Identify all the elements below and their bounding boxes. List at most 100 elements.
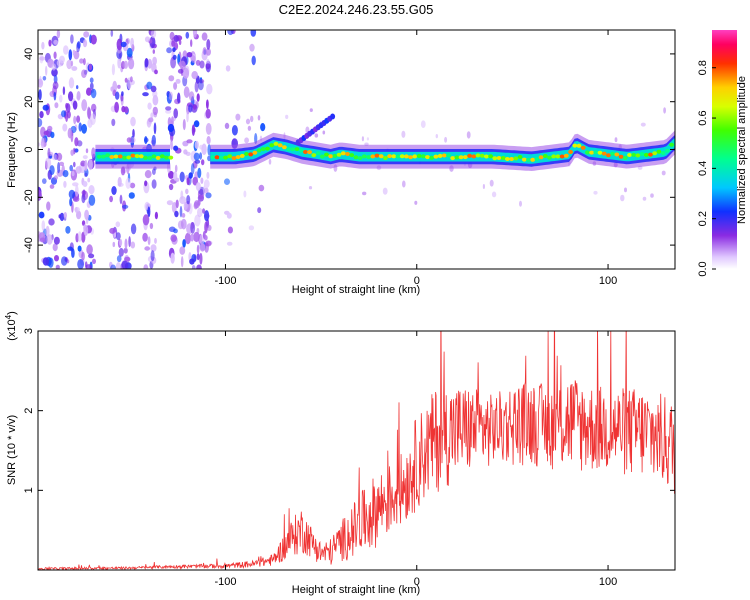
ridge-core: [101, 154, 106, 159]
noise-blob: [203, 179, 210, 189]
noise-blob: [175, 78, 181, 84]
ridge-core: [471, 154, 477, 159]
noise-blob: [166, 47, 173, 54]
noise-blob: [68, 77, 75, 89]
noise-blob: [193, 254, 197, 262]
noise-blob: [245, 118, 251, 125]
noise-blob: [251, 55, 256, 66]
noise-blob: [199, 79, 205, 84]
noise-blob: [38, 211, 45, 219]
noise-blob: [49, 184, 55, 189]
spectrogram-x-label: Height of straight line (km): [292, 284, 420, 296]
ridge-core: [505, 157, 510, 161]
ridge-core: [294, 147, 300, 152]
noise-blob: [201, 32, 208, 41]
noise-blob: [70, 34, 74, 44]
noise-blob: [322, 130, 326, 135]
noise-blob: [144, 170, 152, 179]
noise-blob: [121, 91, 124, 97]
noise-blob: [167, 123, 175, 133]
ridge-core: [159, 154, 165, 159]
noise-blob: [75, 184, 79, 197]
y-tick-label: 20: [23, 96, 35, 108]
ridge-core: [446, 153, 451, 158]
noise-blob: [179, 60, 186, 71]
noise-blob: [55, 264, 60, 269]
noise-blob: [51, 154, 58, 161]
noise-blob: [110, 86, 114, 92]
noise-blob: [186, 111, 189, 123]
noise-blob: [74, 137, 79, 147]
noise-blob: [51, 68, 58, 77]
snr-marks: [38, 331, 675, 570]
noise-blob: [61, 110, 66, 118]
noise-blob: [172, 54, 177, 60]
noise-blob: [39, 111, 44, 119]
noise-blob: [150, 30, 157, 39]
colorbar-tick-label: 0.0: [697, 261, 709, 276]
noise-blob: [150, 250, 155, 262]
noise-blob: [84, 172, 88, 177]
noise-blob: [128, 58, 135, 70]
noise-blob: [82, 189, 86, 198]
ridge-core: [105, 153, 110, 158]
noise-blob: [46, 234, 53, 245]
noise-blob: [72, 100, 78, 110]
x-tick-label: 100: [599, 275, 617, 287]
noise-blob: [180, 190, 184, 200]
noise-blob: [444, 136, 448, 143]
noise-blob: [154, 237, 157, 244]
noise-blob: [115, 232, 121, 241]
ridge-core: [244, 152, 249, 156]
noise-blob: [258, 184, 265, 192]
ridge-core: [143, 155, 148, 160]
ridge-core: [210, 155, 216, 160]
noise-blob: [192, 264, 196, 269]
ridge-core: [340, 151, 346, 156]
noise-blob: [174, 210, 179, 218]
colorbar-tick-label: 0.2: [697, 211, 709, 226]
colorbar-gradient: [712, 30, 737, 269]
ridge-core: [252, 150, 258, 155]
noise-blob: [74, 206, 78, 213]
noise-blob: [190, 233, 195, 242]
noise-blob: [250, 115, 254, 123]
noise-blob: [205, 192, 212, 199]
ridge-core: [290, 147, 296, 152]
ridge-core: [660, 151, 666, 155]
noise-blob: [83, 58, 86, 66]
noise-blob: [202, 47, 207, 56]
noise-blob: [65, 226, 71, 234]
noise-blob: [124, 238, 128, 250]
noise-blob: [73, 161, 76, 168]
noise-blob: [170, 139, 173, 150]
ridge-core: [492, 156, 498, 161]
ridge-core: [521, 157, 527, 162]
noise-blob: [366, 137, 369, 141]
noise-blob: [115, 262, 121, 269]
noise-blob: [257, 207, 262, 214]
noise-blob: [168, 183, 174, 191]
colorbar-label: Normalized spectral amplitude: [736, 76, 748, 224]
noise-blob: [54, 102, 59, 109]
noise-blob: [620, 194, 625, 202]
noise-blob: [53, 91, 57, 101]
noise-blob: [54, 255, 59, 262]
noise-blob: [121, 105, 126, 113]
noise-blob: [116, 255, 122, 263]
noise-blob: [231, 125, 238, 136]
noise-blob: [52, 81, 59, 90]
noise-blob: [199, 144, 204, 150]
noise-blob: [224, 178, 230, 185]
noise-blob: [56, 59, 64, 67]
ridge-core: [648, 152, 653, 157]
ridge-core: [168, 155, 174, 160]
noise-blob: [482, 184, 485, 189]
noise-blob: [199, 252, 203, 265]
ridge-core: [627, 153, 632, 157]
noise-blob: [59, 94, 63, 103]
noise-blob: [170, 252, 175, 264]
ridge-core: [437, 153, 443, 158]
x-tick-label: 100: [599, 576, 617, 588]
snr-x-ticks: -100 0 100: [214, 331, 617, 588]
